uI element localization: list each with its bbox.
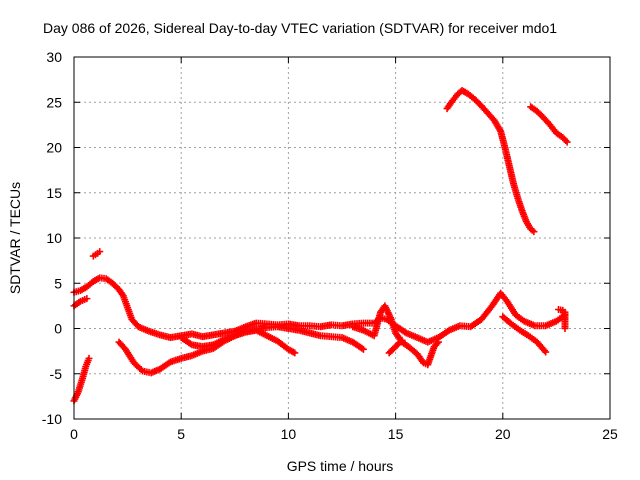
data-point-marker xyxy=(186,340,194,348)
x-tick-label: 10 xyxy=(281,426,297,442)
series-segment-9 xyxy=(443,86,538,236)
grid-lines xyxy=(74,57,610,419)
y-tick-label: -5 xyxy=(50,366,63,382)
series-segment-12 xyxy=(555,305,569,332)
series-segment-6 xyxy=(177,323,367,353)
y-tick-label: 0 xyxy=(54,321,62,337)
y-tick-label: 15 xyxy=(46,185,62,201)
data-points xyxy=(70,86,571,405)
data-point-marker xyxy=(542,348,550,356)
x-tick-label: 5 xyxy=(177,426,185,442)
x-tick-label: 20 xyxy=(495,426,511,442)
series-segment-2 xyxy=(70,295,91,310)
data-point-marker xyxy=(96,248,104,256)
series-segment-10 xyxy=(527,103,571,146)
data-point-marker xyxy=(398,336,406,344)
y-axis-label: SDTVAR / TECUs xyxy=(7,182,23,294)
data-point-marker xyxy=(85,354,93,362)
data-point-marker xyxy=(397,338,405,346)
series-segment-4 xyxy=(89,248,104,260)
x-axis-label: GPS time / hours xyxy=(287,458,394,474)
x-tick-label: 15 xyxy=(388,426,404,442)
series-segment-8 xyxy=(385,336,406,357)
data-point-marker xyxy=(561,325,569,332)
y-tick-label: 10 xyxy=(46,230,62,246)
y-tick-label: 30 xyxy=(46,49,62,65)
data-point-marker xyxy=(137,366,145,374)
x-tick-label: 25 xyxy=(602,426,618,442)
y-tick-label: -10 xyxy=(42,411,62,427)
data-point-marker xyxy=(359,345,367,353)
y-tick-label: 5 xyxy=(54,275,62,291)
axis-ticks: 0 5 10 15 20 25 -10 -5 0 5 10 15 20 25 30 xyxy=(42,49,618,442)
data-point-marker xyxy=(83,295,91,303)
data-point-marker xyxy=(562,137,570,145)
data-point-marker xyxy=(530,228,538,236)
y-tick-label: 25 xyxy=(46,94,62,110)
y-tick-label: 20 xyxy=(46,140,62,156)
data-point-marker xyxy=(540,347,548,355)
series-segment-7 xyxy=(349,302,442,369)
data-point-marker xyxy=(433,340,441,348)
chart-title: Day 086 of 2026, Sidereal Day-to-day VTE… xyxy=(43,20,557,36)
data-point-marker xyxy=(563,138,571,146)
data-point-marker xyxy=(291,349,299,357)
series-segment-11 xyxy=(499,313,550,356)
x-tick-label: 0 xyxy=(70,426,78,442)
data-point-marker xyxy=(434,338,442,346)
data-point-marker xyxy=(358,344,366,352)
